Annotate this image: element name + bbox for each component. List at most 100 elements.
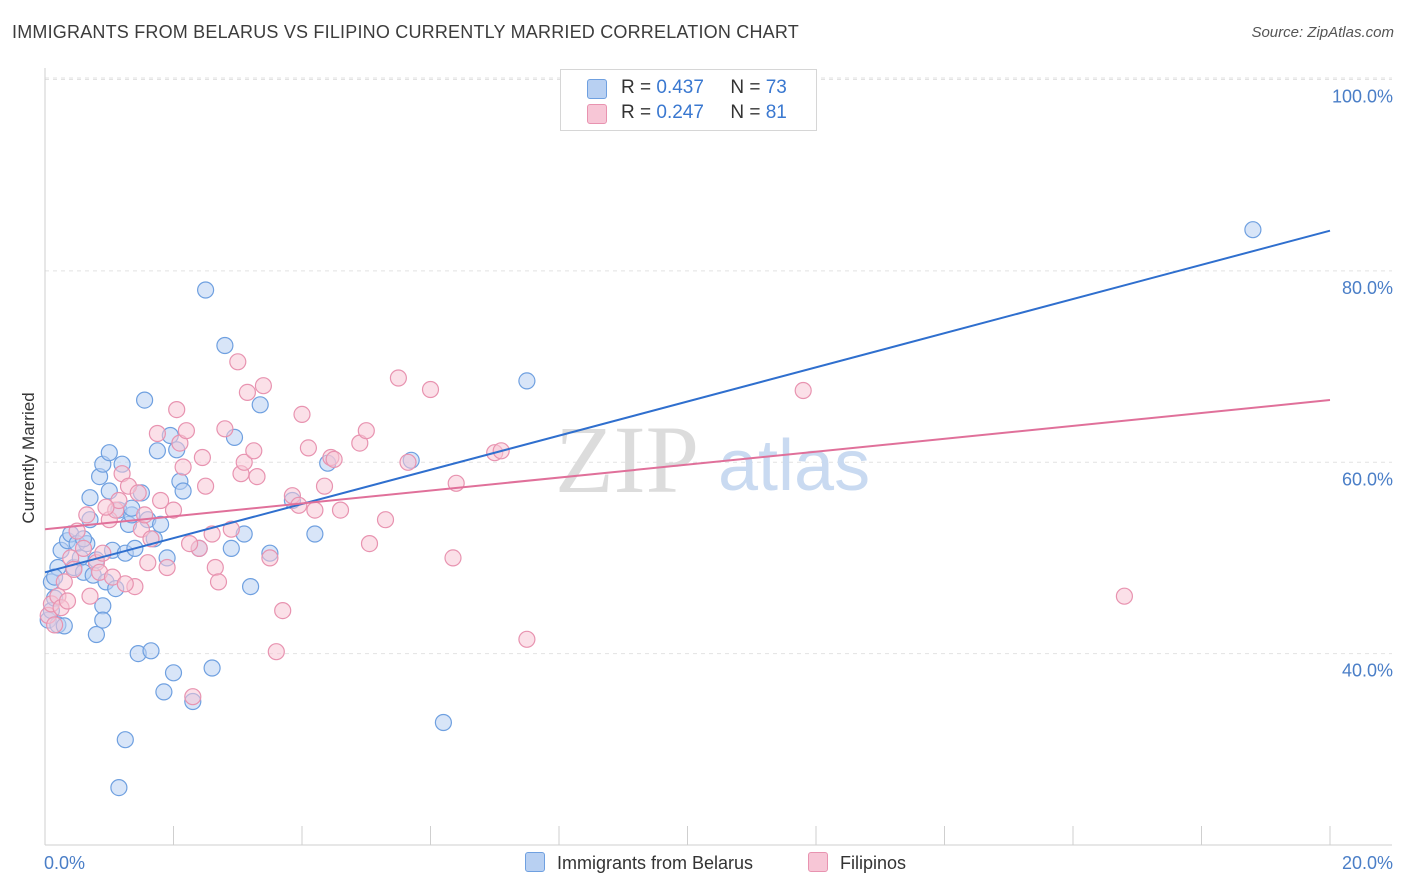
- legend-swatch-filipinos: [587, 104, 607, 124]
- legend-n-label: N =: [730, 102, 761, 123]
- grid-lines: [45, 77, 1392, 655]
- point-belarus: [222, 539, 240, 558]
- point-filipinos: [197, 477, 215, 495]
- point-filipinos: [1115, 587, 1134, 605]
- point-belarus: [152, 515, 170, 534]
- point-filipinos: [148, 424, 166, 443]
- legend-n-label: N =: [730, 77, 761, 98]
- point-belarus: [1244, 221, 1262, 239]
- point-filipinos: [794, 381, 812, 400]
- series-swatch-belarus: [525, 852, 545, 872]
- y-tick-label: 80.0%: [1342, 278, 1393, 298]
- point-filipinos: [331, 501, 350, 519]
- series-label-filipinos: Filipinos: [840, 853, 907, 873]
- point-belarus: [148, 442, 166, 460]
- point-filipinos: [261, 549, 279, 567]
- point-filipinos: [209, 573, 228, 591]
- point-filipinos: [139, 554, 157, 572]
- point-filipinos: [45, 616, 64, 634]
- point-belarus: [306, 525, 324, 543]
- legend-r-label: R =: [621, 77, 652, 98]
- legend-n-value: 73: [765, 77, 787, 98]
- y-tick-label: 60.0%: [1342, 469, 1393, 489]
- series-label-belarus: Immigrants from Belarus: [557, 853, 754, 873]
- point-filipinos: [81, 587, 99, 605]
- point-filipinos: [267, 643, 285, 661]
- source-credit: Source: ZipAtlas.com: [1251, 24, 1394, 41]
- point-filipinos: [216, 420, 234, 438]
- point-belarus: [203, 659, 221, 677]
- data-points: [39, 221, 1262, 797]
- point-filipinos: [78, 506, 96, 524]
- point-filipinos: [177, 422, 195, 440]
- point-belarus: [81, 489, 99, 507]
- point-filipinos: [245, 442, 263, 460]
- point-filipinos: [399, 453, 417, 471]
- trendline-filipinos: [44, 399, 1331, 531]
- legend-r-value: 0.437: [656, 77, 704, 98]
- point-filipinos: [518, 630, 536, 648]
- point-filipinos: [293, 405, 311, 423]
- legend-r-value: 0.247: [656, 102, 704, 123]
- point-belarus: [434, 713, 452, 732]
- point-belarus: [116, 731, 134, 749]
- point-filipinos: [315, 477, 334, 495]
- watermark-zip: ZIP: [555, 406, 699, 513]
- watermark: ZIP atlas: [555, 406, 870, 513]
- point-filipinos: [421, 380, 440, 399]
- point-filipinos: [274, 601, 292, 620]
- point-filipinos: [248, 468, 266, 486]
- point-filipinos: [206, 558, 224, 577]
- point-filipinos: [254, 377, 272, 395]
- legend-r-label: R =: [621, 102, 652, 123]
- point-belarus: [242, 577, 260, 596]
- point-filipinos: [168, 401, 186, 419]
- point-filipinos: [174, 458, 192, 476]
- point-filipinos: [444, 549, 462, 567]
- series-legend-filipinos: Filipinos: [808, 852, 906, 874]
- trendlines: [44, 229, 1331, 574]
- y-axis-label: Currently Married: [19, 392, 38, 523]
- correlation-legend: R = 0.437 N = 73 R = 0.247 N = 81: [560, 69, 817, 131]
- point-filipinos: [238, 383, 256, 401]
- point-belarus: [94, 611, 112, 629]
- watermark-atlas: atlas: [718, 426, 870, 506]
- y-tick-label: 40.0%: [1342, 661, 1393, 681]
- trendline-belarus: [44, 229, 1331, 574]
- point-filipinos: [229, 353, 247, 371]
- point-belarus: [100, 444, 118, 462]
- point-belarus: [164, 664, 183, 682]
- point-filipinos: [97, 498, 115, 516]
- point-filipinos: [376, 511, 395, 529]
- point-belarus: [155, 683, 173, 701]
- x-tick-label-max: 20.0%: [1342, 853, 1393, 873]
- point-belarus: [87, 625, 106, 644]
- point-belarus: [174, 482, 192, 500]
- point-filipinos: [222, 520, 240, 538]
- axes: [44, 68, 1392, 846]
- point-filipinos: [357, 422, 375, 440]
- legend-swatch-belarus: [587, 79, 607, 99]
- point-filipinos: [325, 450, 343, 468]
- point-filipinos: [389, 369, 407, 387]
- point-filipinos: [164, 501, 183, 519]
- point-belarus: [110, 778, 128, 797]
- y-tick-label: 100.0%: [1332, 87, 1393, 107]
- point-filipinos: [129, 484, 147, 502]
- point-filipinos: [203, 525, 221, 543]
- point-filipinos: [193, 448, 211, 467]
- point-filipinos: [299, 439, 317, 457]
- x-tick-label-min: 0.0%: [44, 853, 85, 873]
- series-legend-belarus: Immigrants from Belarus: [525, 852, 753, 874]
- point-belarus: [518, 372, 536, 390]
- point-belarus: [142, 642, 160, 660]
- legend-n-value: 81: [765, 102, 787, 123]
- chart-title: IMMIGRANTS FROM BELARUS VS FILIPINO CURR…: [12, 22, 799, 42]
- point-filipinos: [58, 592, 77, 610]
- point-belarus: [197, 281, 215, 299]
- point-filipinos: [116, 575, 134, 593]
- point-belarus: [216, 336, 234, 355]
- point-filipinos: [158, 558, 176, 577]
- point-belarus: [136, 391, 154, 409]
